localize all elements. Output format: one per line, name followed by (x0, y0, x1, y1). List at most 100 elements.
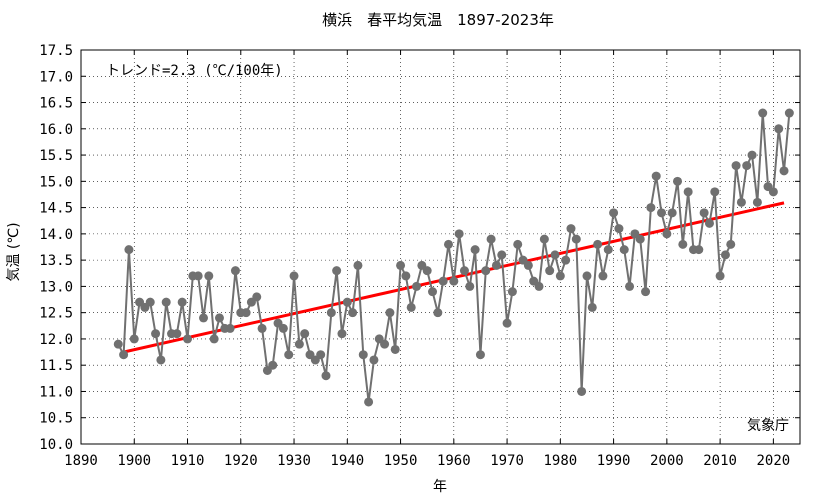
data-point (715, 271, 725, 281)
data-point (449, 276, 459, 286)
data-point (758, 108, 768, 118)
data-point (284, 350, 294, 360)
data-point (747, 150, 757, 160)
data-point (214, 313, 224, 323)
data-point (225, 323, 235, 333)
data-point (603, 245, 613, 255)
data-point (348, 308, 358, 318)
data-point (502, 318, 512, 328)
credit-label: 気象庁 (747, 418, 789, 434)
data-point (380, 339, 390, 349)
y-tick-label: 17.0 (39, 69, 73, 85)
data-point (646, 203, 656, 213)
data-point (651, 171, 661, 181)
data-point (230, 266, 240, 276)
data-point (587, 302, 597, 312)
data-point (268, 360, 278, 370)
data-point (742, 161, 752, 171)
data-point (257, 323, 267, 333)
data-point (433, 308, 443, 318)
y-tick-label: 13.5 (39, 253, 73, 269)
data-point (662, 229, 672, 239)
data-point (625, 281, 635, 291)
x-tick-label: 1890 (64, 453, 98, 469)
axis-ticks: 1890 1900 1910 1920 1930 1940 1950 1960 1970 1980… (39, 43, 800, 469)
data-point (422, 266, 432, 276)
data-point (699, 208, 709, 218)
grid (81, 50, 800, 444)
data-point (172, 329, 182, 339)
data-point (459, 266, 469, 276)
data-point (156, 355, 166, 365)
x-tick-label: 1960 (437, 453, 471, 469)
data-point (129, 334, 139, 344)
data-point (726, 239, 736, 249)
data-point (113, 339, 123, 349)
data-point (582, 271, 592, 281)
y-tick-label: 15.0 (39, 174, 73, 190)
data-point (151, 329, 161, 339)
data-point (486, 234, 496, 244)
data-point (561, 255, 571, 265)
data-point (539, 234, 549, 244)
plot-frame (80, 49, 801, 445)
data-point (731, 161, 741, 171)
y-tick-label: 10.0 (39, 437, 73, 453)
y-tick-label: 15.5 (39, 148, 73, 164)
data-point (571, 234, 581, 244)
data-point (145, 297, 155, 307)
y-tick-label: 13.0 (39, 279, 73, 295)
trend-annotation: トレンド=2.3 (℃/100年) (106, 63, 283, 79)
y-tick-label: 11.0 (39, 384, 73, 400)
x-tick-label: 2010 (703, 453, 737, 469)
y-tick-label: 14.5 (39, 201, 73, 217)
data-point (614, 224, 624, 234)
x-tick-label: 1920 (224, 453, 258, 469)
data-point (193, 271, 203, 281)
data-point (779, 166, 789, 176)
data-point (396, 260, 406, 270)
x-tick-label: 1990 (597, 453, 631, 469)
data-point (683, 187, 693, 197)
data-point (342, 297, 352, 307)
data-point (465, 281, 475, 291)
y-tick-label: 16.5 (39, 96, 73, 112)
data-point (491, 260, 501, 270)
data-point (209, 334, 219, 344)
data-point (406, 302, 416, 312)
data-point (321, 371, 331, 381)
data-point (720, 250, 730, 260)
data-point (358, 350, 368, 360)
data-point (678, 239, 688, 249)
data-point (252, 292, 262, 302)
data-point (119, 350, 129, 360)
data-point (710, 187, 720, 197)
data-point (545, 266, 555, 276)
data-point (289, 271, 299, 281)
x-tick-label: 1930 (277, 453, 311, 469)
data-point (523, 260, 533, 270)
data-point (337, 329, 347, 339)
y-tick-label: 12.5 (39, 306, 73, 322)
data-point (412, 281, 422, 291)
data-point (364, 397, 374, 407)
y-tick-label: 14.0 (39, 227, 73, 243)
y-tick-label: 16.0 (39, 122, 73, 138)
data-point (667, 208, 677, 218)
data-point (300, 329, 310, 339)
data-point (513, 239, 523, 249)
x-tick-label: 1950 (384, 453, 418, 469)
data-point (369, 355, 379, 365)
data-point (774, 124, 784, 134)
data-point (204, 271, 214, 281)
data-point (161, 297, 171, 307)
chart-title: 横浜 春平均気温 1897-2023年 (322, 11, 554, 29)
data-point (534, 281, 544, 291)
data-point (241, 308, 251, 318)
data-point (278, 323, 288, 333)
data-point (438, 276, 448, 286)
data-point (470, 245, 480, 255)
data-point (198, 313, 208, 323)
y-axis-label: 気温 (℃) (6, 222, 22, 281)
x-tick-label: 1900 (117, 453, 151, 469)
